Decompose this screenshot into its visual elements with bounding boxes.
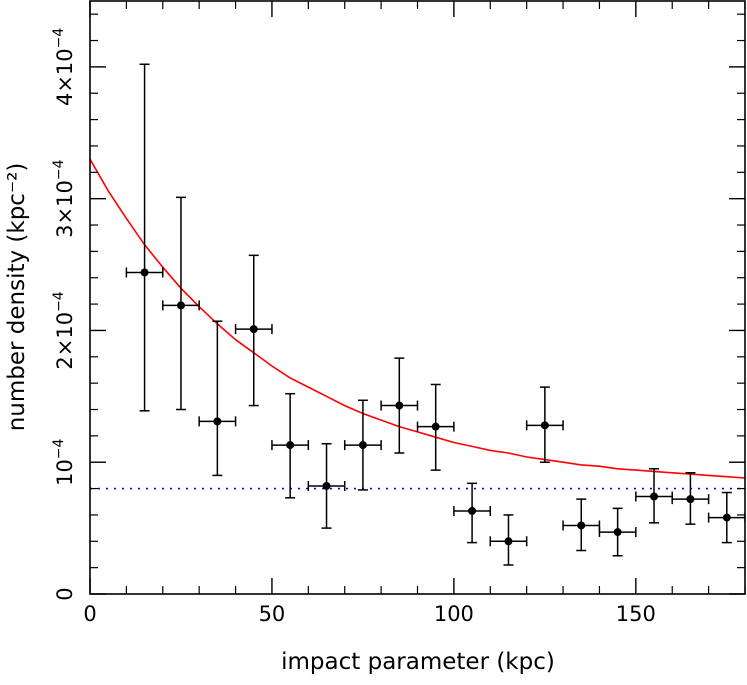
data-marker	[249, 325, 258, 334]
y-tick-label: 10−4	[51, 438, 77, 485]
x-tick-label: 150	[616, 602, 656, 626]
data-point	[125, 63, 164, 412]
plot-area	[90, 63, 745, 566]
data-marker	[468, 506, 477, 515]
y-tick-base: 3×10	[53, 180, 77, 238]
y-tick-exponent: −4	[51, 291, 67, 312]
data-point	[635, 468, 673, 524]
data-marker	[140, 268, 149, 277]
data-point	[234, 254, 273, 407]
data-point	[598, 507, 637, 557]
data-marker	[286, 441, 295, 450]
data-marker	[358, 441, 367, 450]
data-marker	[213, 417, 222, 426]
axis-ticks	[89, 1, 746, 595]
y-tick-exponent: −4	[51, 438, 67, 459]
y-tick-label: 4×10−4	[51, 28, 77, 106]
y-tick-label: 2×10−4	[51, 291, 77, 369]
data-marker	[395, 401, 404, 410]
data-point	[271, 392, 310, 499]
x-tick-label: 100	[434, 602, 474, 626]
data-point	[453, 482, 492, 544]
data-marker	[504, 537, 513, 546]
x-tick-label: 50	[259, 602, 286, 626]
y-axis-label: number density (kpc⁻²)	[4, 163, 30, 432]
data-marker	[686, 495, 695, 504]
y-tick-label: 3×10−4	[51, 159, 77, 237]
data-marker	[577, 521, 586, 530]
data-point	[562, 498, 601, 552]
y-tick-exponent: −4	[51, 28, 67, 49]
data-marker	[540, 421, 549, 430]
data-marker	[613, 528, 622, 537]
y-tick-base: 2×10	[53, 312, 77, 370]
data-point	[343, 399, 382, 491]
y-tick-exponent: −4	[51, 159, 67, 180]
x-tick-labels: 0 50 100 150	[83, 602, 656, 626]
y-tick-labels: 010−42×10−43×10−44×10−4	[51, 28, 77, 601]
data-marker	[650, 492, 659, 501]
y-tick-label: 0	[53, 587, 77, 600]
x-tick-label: 0	[83, 602, 96, 626]
data-marker	[722, 513, 731, 522]
data-point	[198, 320, 237, 477]
y-tick-base: 4×10	[53, 48, 77, 106]
x-axis-label: impact parameter (kpc)	[281, 649, 555, 675]
y-tick-text: 0	[53, 587, 77, 600]
data-marker	[176, 301, 185, 310]
data-point	[307, 443, 346, 529]
y-tick-base: 10	[53, 459, 77, 486]
data-point	[525, 386, 564, 463]
data-point	[671, 472, 710, 525]
data-point	[489, 514, 528, 566]
data-point	[162, 196, 200, 411]
data-point	[707, 491, 745, 544]
data-point	[416, 383, 455, 471]
data-point	[380, 357, 419, 454]
data-points	[125, 63, 745, 566]
data-marker	[431, 422, 440, 431]
plot-frame	[89, 0, 746, 595]
data-marker	[322, 481, 331, 490]
